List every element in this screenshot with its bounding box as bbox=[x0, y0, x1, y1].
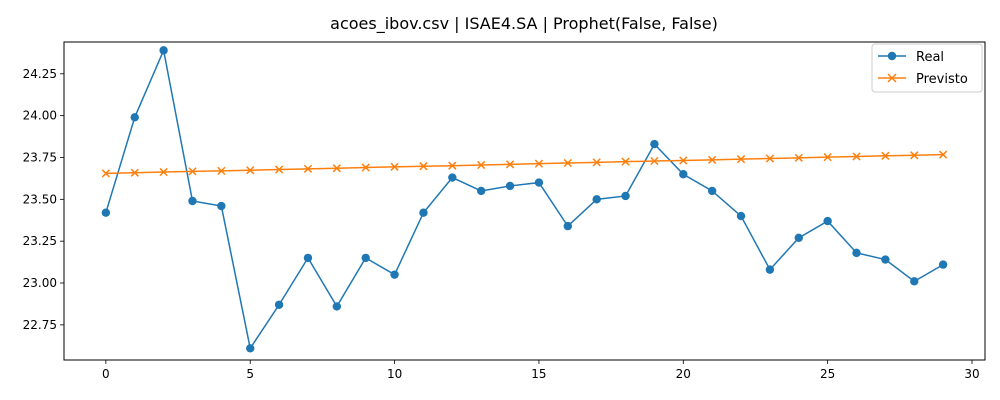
data-point-real bbox=[765, 265, 775, 274]
y-tick-label: 23.50 bbox=[23, 192, 57, 206]
x-tick-label: 0 bbox=[102, 367, 110, 381]
data-point-real bbox=[476, 186, 486, 196]
plot-area bbox=[101, 46, 948, 353]
data-point-previsto bbox=[419, 162, 428, 171]
data-point-previsto bbox=[910, 151, 919, 160]
data-point-previsto bbox=[708, 155, 717, 164]
data-point-real bbox=[794, 233, 803, 243]
chart-title: acoes_ibov.csv | ISAE4.SA | Prophet(Fals… bbox=[330, 14, 718, 34]
legend: Real Previsto bbox=[871, 43, 983, 93]
data-point-real bbox=[650, 139, 659, 149]
data-point-previsto bbox=[101, 169, 110, 178]
data-point-previsto bbox=[130, 168, 139, 177]
data-point-real bbox=[390, 270, 399, 279]
data-point-real bbox=[534, 178, 544, 187]
data-point-real bbox=[852, 248, 861, 258]
data-point-previsto bbox=[794, 153, 803, 162]
legend-label-real: Real bbox=[916, 50, 944, 65]
data-point-real bbox=[361, 253, 370, 263]
data-point-previsto bbox=[736, 155, 746, 164]
y-tick-label: 24.25 bbox=[23, 67, 57, 81]
data-point-real bbox=[159, 46, 168, 55]
data-point-real bbox=[505, 181, 515, 191]
data-point-previsto bbox=[390, 162, 399, 171]
x-axis: 0 5 10 15 20 25 30 bbox=[102, 360, 980, 381]
data-point-real bbox=[736, 211, 746, 221]
data-point-previsto bbox=[188, 167, 197, 176]
x-tick-label: 25 bbox=[820, 367, 835, 381]
data-point-previsto bbox=[765, 154, 775, 163]
legend-marker-previsto bbox=[887, 73, 897, 83]
data-point-previsto bbox=[361, 163, 370, 172]
x-tick-label: 20 bbox=[676, 367, 691, 381]
data-point-real bbox=[679, 170, 688, 179]
data-point-real bbox=[881, 255, 890, 264]
data-point-real bbox=[303, 253, 313, 263]
data-point-previsto bbox=[679, 156, 688, 165]
data-point-real bbox=[592, 195, 601, 204]
data-point-real bbox=[246, 344, 255, 353]
data-point-real bbox=[910, 277, 919, 286]
data-point-real bbox=[419, 208, 428, 217]
data-point-real bbox=[448, 173, 457, 182]
y-tick-label: 23.75 bbox=[23, 150, 57, 164]
data-point-previsto bbox=[505, 160, 515, 169]
y-tick-label: 22.75 bbox=[23, 318, 57, 332]
data-point-previsto bbox=[939, 150, 948, 159]
x-tick-label: 10 bbox=[387, 367, 402, 381]
data-point-real bbox=[938, 260, 948, 269]
data-point-previsto bbox=[332, 164, 341, 173]
data-point-real bbox=[823, 216, 832, 226]
x-tick-label: 30 bbox=[964, 367, 979, 381]
data-point-real bbox=[188, 196, 197, 206]
legend-label-previsto: Previsto bbox=[916, 72, 968, 87]
data-point-previsto bbox=[621, 157, 630, 166]
data-point-previsto bbox=[477, 160, 486, 170]
data-point-previsto bbox=[563, 158, 572, 168]
data-point-real bbox=[707, 186, 717, 196]
y-tick-label: 23.00 bbox=[23, 276, 57, 290]
data-point-real bbox=[217, 201, 226, 211]
data-point-real bbox=[563, 221, 573, 231]
data-point-previsto bbox=[217, 166, 226, 176]
data-point-previsto bbox=[881, 151, 890, 160]
x-tick-label: 15 bbox=[531, 367, 546, 381]
y-tick-label: 24.00 bbox=[23, 109, 57, 123]
y-tick-label: 23.25 bbox=[23, 234, 57, 248]
data-point-previsto bbox=[592, 158, 601, 167]
data-point-real bbox=[274, 300, 284, 309]
axes-frame bbox=[63, 41, 986, 361]
data-point-previsto bbox=[534, 159, 544, 168]
y-axis: 22.75 23.00 23.25 23.50 23.75 24.00 24.25 bbox=[23, 67, 64, 332]
data-point-real bbox=[101, 208, 111, 217]
data-point-previsto bbox=[650, 156, 659, 166]
data-point-previsto bbox=[159, 167, 168, 177]
data-point-previsto bbox=[274, 165, 284, 174]
data-point-real bbox=[130, 113, 139, 122]
x-tick-label: 5 bbox=[246, 367, 254, 381]
data-point-previsto bbox=[303, 164, 313, 173]
data-point-real bbox=[332, 302, 342, 311]
legend-marker-real bbox=[887, 51, 897, 61]
data-point-previsto bbox=[246, 166, 255, 175]
data-point-previsto bbox=[852, 152, 861, 161]
data-point-previsto bbox=[448, 161, 457, 170]
series-line-previsto bbox=[105, 153, 944, 175]
data-point-previsto bbox=[823, 153, 832, 162]
series-line-real bbox=[105, 47, 944, 351]
data-point-real bbox=[621, 191, 630, 201]
